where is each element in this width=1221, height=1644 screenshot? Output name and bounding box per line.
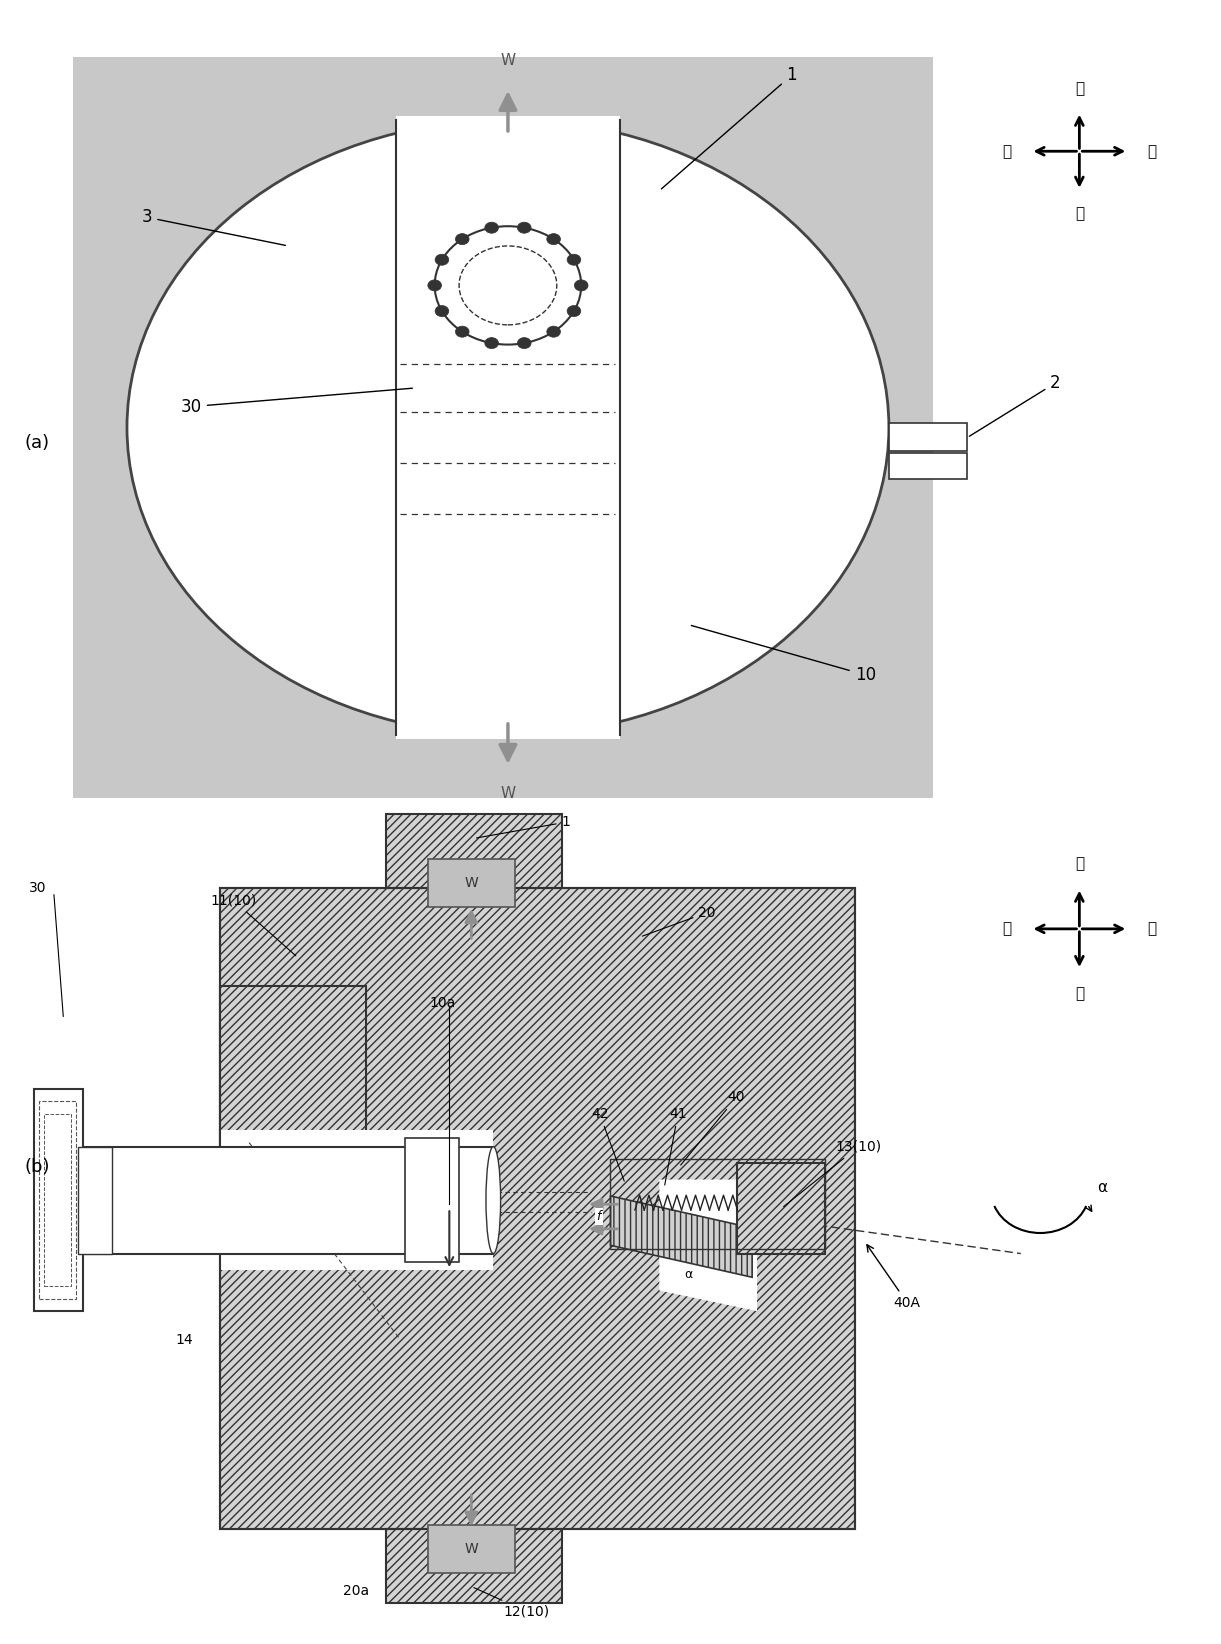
Text: α: α: [685, 1268, 692, 1281]
Text: 20a: 20a: [343, 1583, 370, 1598]
Text: 前: 前: [1002, 921, 1011, 937]
Text: 30: 30: [29, 881, 46, 894]
Circle shape: [574, 279, 589, 291]
Text: α: α: [1096, 1180, 1107, 1195]
Text: (b): (b): [24, 1159, 50, 1175]
Circle shape: [435, 227, 581, 345]
FancyBboxPatch shape: [427, 1526, 515, 1573]
FancyBboxPatch shape: [427, 858, 515, 907]
Text: 上: 上: [1074, 81, 1084, 95]
Text: 13(10): 13(10): [784, 1139, 882, 1207]
Circle shape: [518, 222, 531, 233]
Bar: [396, 115, 620, 740]
Circle shape: [455, 233, 469, 245]
Bar: [405, 1138, 459, 1263]
Bar: [386, 814, 562, 888]
Text: 下: 下: [1074, 207, 1084, 222]
Polygon shape: [659, 1180, 757, 1312]
Text: 右: 右: [1148, 143, 1156, 159]
Polygon shape: [610, 1197, 752, 1277]
Circle shape: [435, 306, 449, 317]
Bar: [386, 1529, 562, 1603]
Text: 10a: 10a: [430, 996, 455, 1009]
Circle shape: [435, 255, 449, 265]
Circle shape: [518, 337, 531, 349]
Text: 11(10): 11(10): [210, 893, 295, 955]
Bar: [737, 1164, 825, 1253]
Text: f: f: [597, 1210, 601, 1223]
Text: W: W: [464, 1542, 479, 1557]
Bar: [44, 1115, 71, 1286]
Circle shape: [567, 255, 581, 265]
Text: 42: 42: [591, 1106, 624, 1180]
Text: 1: 1: [662, 66, 797, 189]
Text: 2: 2: [969, 373, 1061, 436]
Text: 10: 10: [691, 625, 875, 684]
Bar: [220, 1131, 493, 1269]
Text: 41: 41: [664, 1106, 686, 1185]
Text: 左: 左: [1002, 143, 1011, 159]
Text: 1: 1: [476, 815, 570, 838]
Bar: [34, 1088, 83, 1312]
Text: 後: 後: [1148, 921, 1156, 937]
Text: W: W: [464, 876, 479, 889]
Text: 12(10): 12(10): [474, 1588, 549, 1618]
Text: 14: 14: [176, 1333, 193, 1346]
Text: (a): (a): [24, 434, 50, 452]
Bar: [220, 888, 855, 1529]
Text: W: W: [501, 786, 515, 802]
Circle shape: [427, 279, 442, 291]
Circle shape: [485, 337, 498, 349]
Circle shape: [127, 120, 889, 735]
Circle shape: [547, 326, 560, 337]
Bar: [68, 1148, 493, 1253]
Circle shape: [485, 222, 498, 233]
Text: 上: 上: [1074, 857, 1084, 871]
Text: 3: 3: [142, 209, 286, 245]
Text: 40A: 40A: [867, 1245, 921, 1310]
Bar: [73, 56, 933, 799]
Bar: [220, 986, 366, 1192]
Text: 下: 下: [1074, 986, 1084, 1001]
Ellipse shape: [486, 1148, 501, 1253]
Bar: [39, 1101, 76, 1299]
Circle shape: [455, 326, 469, 337]
Circle shape: [567, 306, 581, 317]
Text: 20: 20: [642, 906, 716, 935]
Bar: [610, 1159, 825, 1249]
Bar: [78, 1148, 112, 1253]
Text: 40: 40: [680, 1090, 745, 1166]
Text: W: W: [501, 53, 515, 69]
Circle shape: [547, 233, 560, 245]
Bar: [220, 888, 855, 1529]
Bar: [889, 452, 967, 478]
Bar: [889, 424, 967, 450]
Text: 30: 30: [181, 388, 413, 416]
